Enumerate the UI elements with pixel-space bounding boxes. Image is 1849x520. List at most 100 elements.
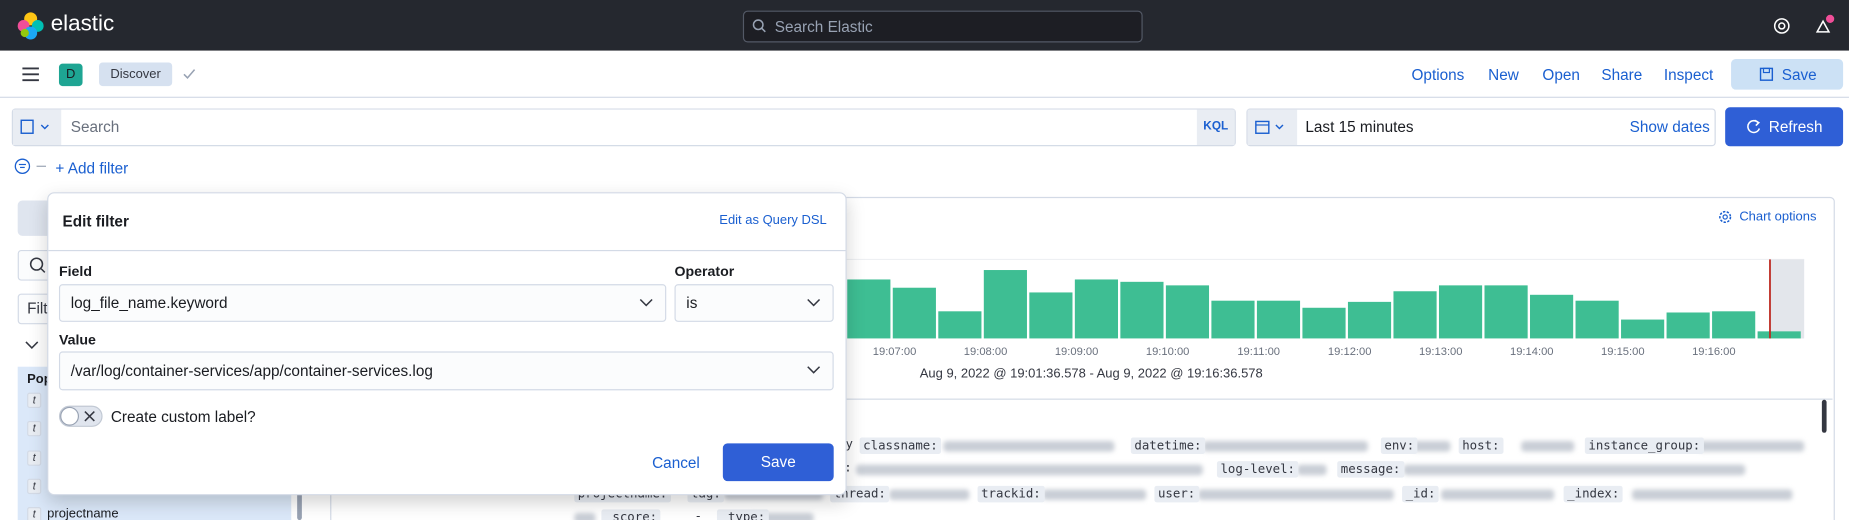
redacted-value: [1297, 464, 1327, 476]
bar: [892, 287, 936, 339]
popover-save-button[interactable]: Save: [722, 443, 834, 482]
calendar-icon: [1255, 120, 1284, 134]
x-tick-label: 19:11:00: [1237, 346, 1280, 358]
global-search-placeholder: Search Elastic: [774, 17, 873, 36]
redacted-value: [1198, 489, 1394, 500]
field-name[interactable]: projectname: [47, 507, 119, 520]
field-separator: -: [694, 509, 703, 520]
breadcrumb[interactable]: Discover: [99, 62, 173, 87]
x-tick-label: 19:10:00: [1146, 346, 1190, 358]
field-key: message:: [1337, 461, 1404, 478]
collapse-icon[interactable]: [25, 341, 39, 350]
table-divider: [332, 398, 1833, 400]
refresh-button[interactable]: [1725, 107, 1844, 147]
field-type-badge: t: [27, 478, 42, 494]
redacted-value: [1202, 441, 1368, 452]
bar: [847, 279, 891, 339]
x-tick-label: 19:15:00: [1601, 346, 1645, 358]
popover-divider: [48, 249, 846, 252]
custom-label-toggle[interactable]: [58, 405, 103, 427]
field-combobox[interactable]: [58, 284, 667, 322]
x-tick-label: 19:08:00: [964, 346, 1008, 358]
add-filter[interactable]: + Add filter: [55, 159, 129, 177]
field-key: host:: [1458, 437, 1504, 454]
saved-query-icon: [20, 119, 49, 134]
redacted-value: [1403, 464, 1746, 476]
space-badge[interactable]: D: [58, 63, 83, 87]
chart-options[interactable]: Chart options: [1739, 209, 1817, 225]
edit-query-dsl[interactable]: Edit as Query DSL: [719, 213, 827, 228]
bar: [1712, 311, 1756, 339]
refresh-label: Refresh: [1768, 117, 1823, 136]
menu-link[interactable]: Options: [1411, 66, 1465, 84]
time-range: Aug 9, 2022 @ 19:01:36.578 - Aug 9, 2022…: [919, 366, 1263, 381]
chevron: [807, 366, 821, 374]
menu-link[interactable]: Share: [1601, 66, 1643, 84]
field-key: datetime:: [1130, 437, 1206, 454]
field-type-badge: t: [27, 507, 42, 520]
chevron: [639, 298, 653, 307]
help-icon[interactable]: [1773, 18, 1791, 35]
bar: [1484, 285, 1528, 339]
redacted-value: [749, 512, 814, 520]
bar: [1029, 292, 1073, 339]
save-button-label: Save: [1781, 66, 1817, 84]
bar: [983, 270, 1027, 339]
bar: [1438, 285, 1483, 339]
menu-link[interactable]: Open: [1542, 66, 1580, 84]
query-placeholder: Search: [70, 117, 120, 136]
bar: [1347, 301, 1392, 339]
redacted-value: [1521, 441, 1575, 452]
cancel-button[interactable]: Cancel: [652, 453, 700, 472]
value-combobox[interactable]: [58, 351, 834, 391]
bar: [1621, 319, 1665, 339]
save-icon: [1759, 67, 1774, 81]
redacted-value: [1412, 441, 1451, 452]
field-type-badge: t: [27, 392, 42, 409]
check-icon: [183, 69, 196, 79]
field-separator: :: [844, 461, 852, 476]
bar: [1530, 294, 1574, 339]
bar: [1211, 300, 1255, 339]
bar: [1074, 279, 1118, 339]
redacted-value: [943, 441, 1115, 452]
field-key: _score:: [601, 509, 661, 520]
logo-text[interactable]: elastic: [50, 11, 115, 37]
x-tick-label: 19:16:00: [1692, 346, 1736, 358]
redacted-value: [889, 489, 970, 500]
redacted-value: [856, 464, 1203, 476]
show-dates[interactable]: Show dates: [1629, 117, 1710, 136]
custom-label-text: Create custom label?: [110, 408, 256, 426]
field-key: _type:: [716, 509, 769, 520]
bar: [1165, 285, 1210, 339]
date-range[interactable]: Last 15 minutes: [1305, 117, 1414, 136]
chevron: [807, 298, 821, 307]
bar: [1393, 291, 1437, 339]
redacted-value: [1698, 441, 1805, 452]
field-key: log-level:: [1216, 461, 1299, 478]
popover-title: Edit filter: [62, 212, 129, 230]
elastic-logo[interactable]: [17, 12, 45, 40]
menu-icon[interactable]: [22, 67, 40, 82]
menu-link[interactable]: New: [1488, 66, 1519, 84]
field-separator: y: [845, 437, 853, 452]
popular-heading: Pop: [27, 372, 52, 387]
table-scrollbar: [1821, 399, 1827, 433]
global-search[interactable]: [742, 10, 1143, 43]
bar: [1757, 331, 1801, 339]
bar: [1302, 307, 1346, 339]
save-button[interactable]: [1731, 58, 1844, 90]
x-tick-label: 19:09:00: [1055, 346, 1099, 358]
redacted-value: [1632, 489, 1793, 500]
bar: [1575, 300, 1619, 339]
news-icon[interactable]: [1814, 14, 1835, 35]
gear-icon: [1719, 210, 1732, 224]
bar: [938, 311, 982, 339]
menu-link[interactable]: Inspect: [1663, 66, 1714, 84]
field-key: classname:: [859, 437, 942, 454]
field-key: env:: [1380, 437, 1418, 454]
query-input[interactable]: [61, 109, 1197, 146]
filter-menu-icon[interactable]: [14, 158, 49, 176]
operator-combobox[interactable]: [674, 284, 834, 322]
language-switcher[interactable]: KQL: [1196, 109, 1235, 146]
